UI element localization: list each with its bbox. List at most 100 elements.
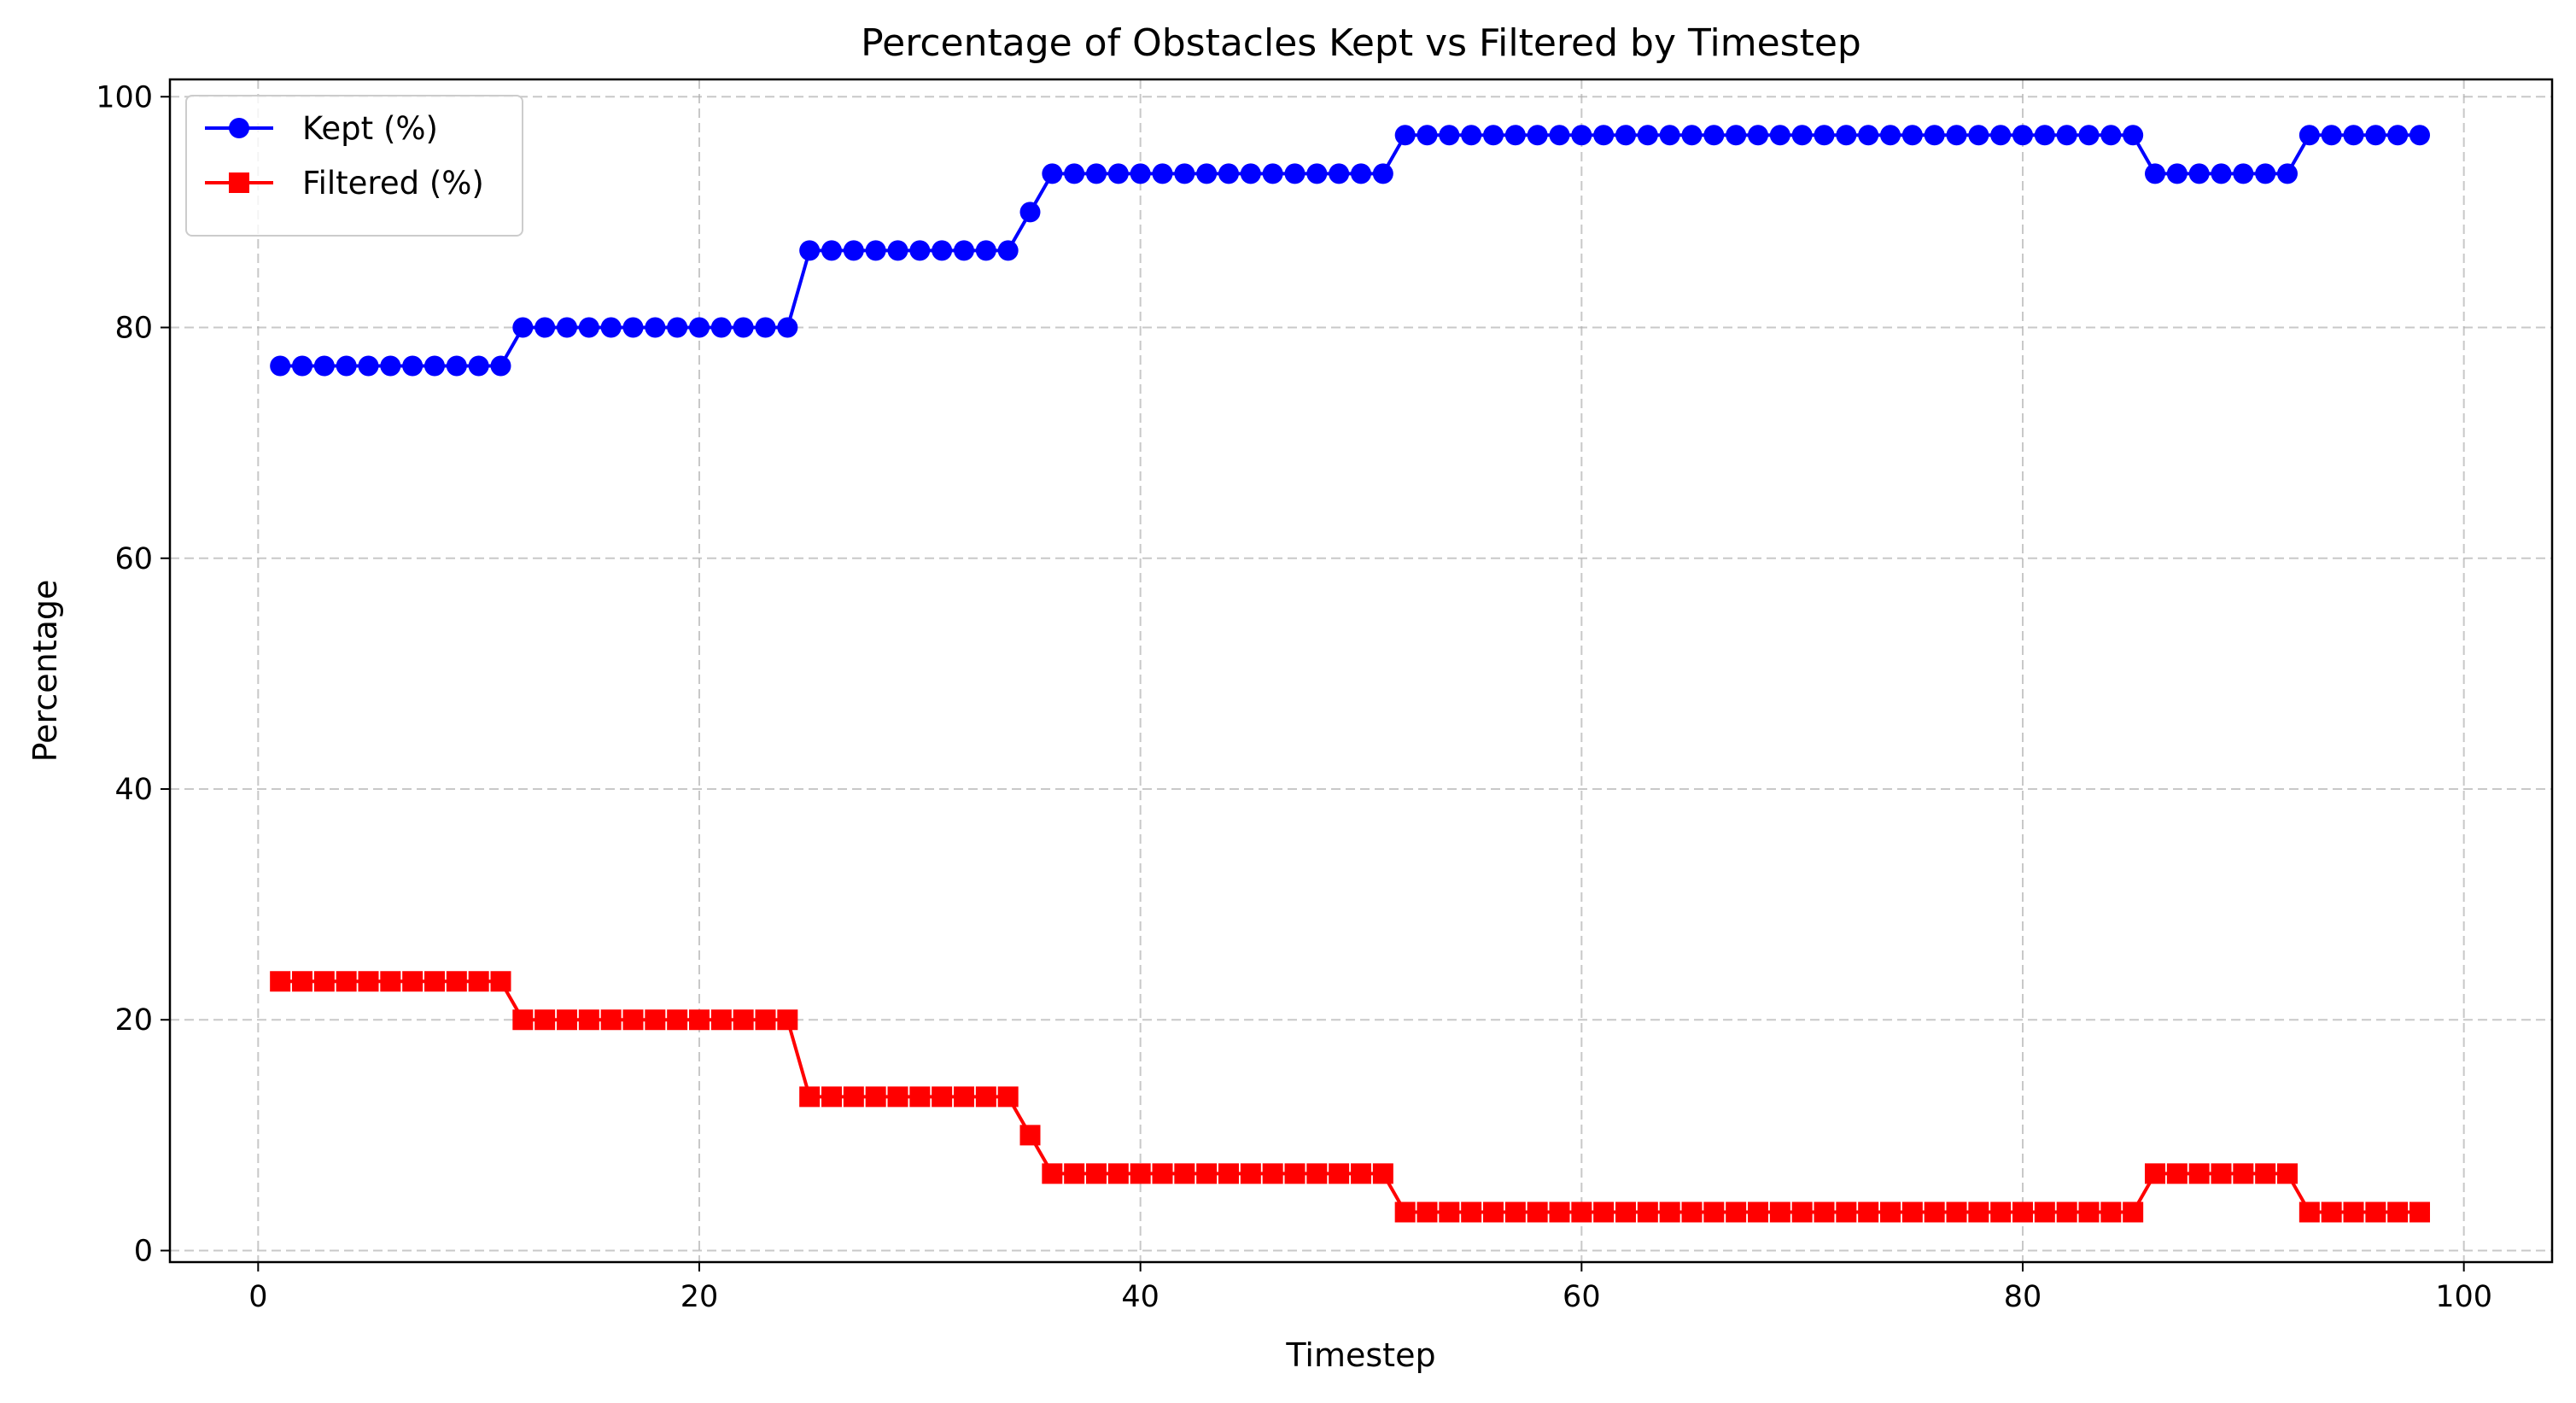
data-point-square	[1107, 1163, 1129, 1184]
y-tick-label: 60	[114, 542, 153, 576]
data-point-circle	[1836, 125, 1857, 146]
legend-box	[185, 95, 523, 237]
data-point-square	[358, 971, 379, 992]
legend-item-kept: Kept (%)	[205, 110, 438, 147]
data-point-circle	[1284, 163, 1306, 184]
data-point-square	[1748, 1201, 1768, 1223]
data-point-circle	[1262, 163, 1283, 184]
data-point-square	[1042, 1163, 1063, 1184]
series-filtered	[270, 971, 2430, 1223]
data-point-circle	[1924, 125, 1945, 146]
data-point-square	[468, 971, 489, 992]
data-point-square	[932, 1086, 953, 1108]
x-axis-label: Timestep	[1285, 1336, 1435, 1374]
data-point-circle	[1351, 163, 1371, 184]
data-point-square	[997, 1086, 1019, 1108]
data-point-square	[270, 971, 291, 992]
data-point-square	[954, 1086, 974, 1108]
data-point-circle	[689, 317, 710, 338]
data-point-circle	[2321, 125, 2342, 146]
grid-lines	[170, 79, 2552, 1262]
data-point-circle	[1549, 125, 1570, 146]
data-point-square	[2387, 1201, 2409, 1223]
data-point-circle	[1726, 125, 1747, 146]
data-point-square	[512, 1009, 534, 1031]
data-point-circle	[733, 317, 754, 338]
data-point-circle	[2056, 125, 2077, 146]
data-point-circle	[1306, 163, 1328, 184]
data-point-circle	[534, 317, 556, 338]
data-point-square	[909, 1086, 931, 1108]
data-point-square	[1836, 1201, 1857, 1223]
data-point-square	[799, 1086, 821, 1108]
data-point-square	[1637, 1201, 1658, 1223]
data-point-square	[1571, 1201, 1592, 1223]
data-point-square	[777, 1009, 798, 1031]
data-point-circle	[402, 355, 423, 377]
data-point-square	[710, 1009, 732, 1031]
legend-marker-circle	[229, 118, 249, 138]
data-point-square	[2211, 1163, 2232, 1184]
y-axis-label: Percentage	[26, 580, 64, 763]
data-point-circle	[1439, 125, 1460, 146]
data-point-circle	[1240, 163, 1261, 184]
data-point-circle	[1593, 125, 1615, 146]
y-tick-label: 80	[114, 312, 153, 346]
data-point-square	[887, 1086, 908, 1108]
data-point-circle	[1019, 202, 1041, 223]
data-point-square	[1769, 1201, 1790, 1223]
data-point-circle	[336, 355, 357, 377]
data-point-circle	[865, 240, 886, 261]
data-point-circle	[1504, 125, 1526, 146]
chart-title: Percentage of Obstacles Kept vs Filtered…	[861, 21, 1861, 65]
data-point-circle	[1107, 163, 1129, 184]
data-point-circle	[270, 355, 291, 377]
data-point-square	[1284, 1163, 1306, 1184]
data-point-square	[490, 971, 511, 992]
data-point-square	[2410, 1201, 2430, 1223]
data-point-square	[2034, 1201, 2055, 1223]
data-point-square	[2343, 1201, 2364, 1223]
data-point-square	[2123, 1201, 2144, 1223]
data-point-circle	[1218, 163, 1239, 184]
data-point-circle	[578, 317, 599, 338]
x-tick-label: 60	[1563, 1280, 1601, 1314]
data-point-square	[865, 1086, 886, 1108]
data-point-square	[1196, 1163, 1218, 1184]
data-point-square	[1659, 1201, 1680, 1223]
data-point-square	[1615, 1201, 1636, 1223]
data-point-circle	[932, 240, 953, 261]
data-point-circle	[1152, 163, 1173, 184]
data-point-circle	[1791, 125, 1813, 146]
data-point-circle	[909, 240, 931, 261]
data-point-square	[1019, 1125, 1041, 1146]
data-point-square	[2145, 1163, 2165, 1184]
data-point-square	[1924, 1201, 1945, 1223]
y-tick-label: 0	[134, 1234, 153, 1268]
data-point-circle	[1130, 163, 1151, 184]
data-point-circle	[468, 355, 489, 377]
legend-label: Filtered (%)	[302, 165, 484, 202]
y-tick-label: 100	[96, 80, 153, 114]
data-point-circle	[1615, 125, 1636, 146]
series-kept	[270, 125, 2430, 377]
data-point-square	[2299, 1201, 2320, 1223]
data-point-circle	[557, 317, 577, 338]
y-tick-label: 20	[114, 1003, 153, 1038]
data-point-circle	[2365, 125, 2386, 146]
data-point-circle	[1637, 125, 1658, 146]
data-point-square	[424, 971, 445, 992]
data-point-square	[1329, 1163, 1350, 1184]
data-point-square	[1703, 1201, 1725, 1223]
data-point-square	[336, 971, 357, 992]
data-point-circle	[1769, 125, 1790, 146]
data-point-square	[1218, 1163, 1239, 1184]
data-point-square	[2233, 1163, 2254, 1184]
data-point-circle	[1858, 125, 1879, 146]
data-point-square	[1174, 1163, 1195, 1184]
chart-legend: Kept (%) Filtered (%)	[185, 95, 523, 237]
data-point-circle	[645, 317, 666, 338]
data-point-square	[667, 1009, 688, 1031]
data-point-square	[380, 971, 401, 992]
